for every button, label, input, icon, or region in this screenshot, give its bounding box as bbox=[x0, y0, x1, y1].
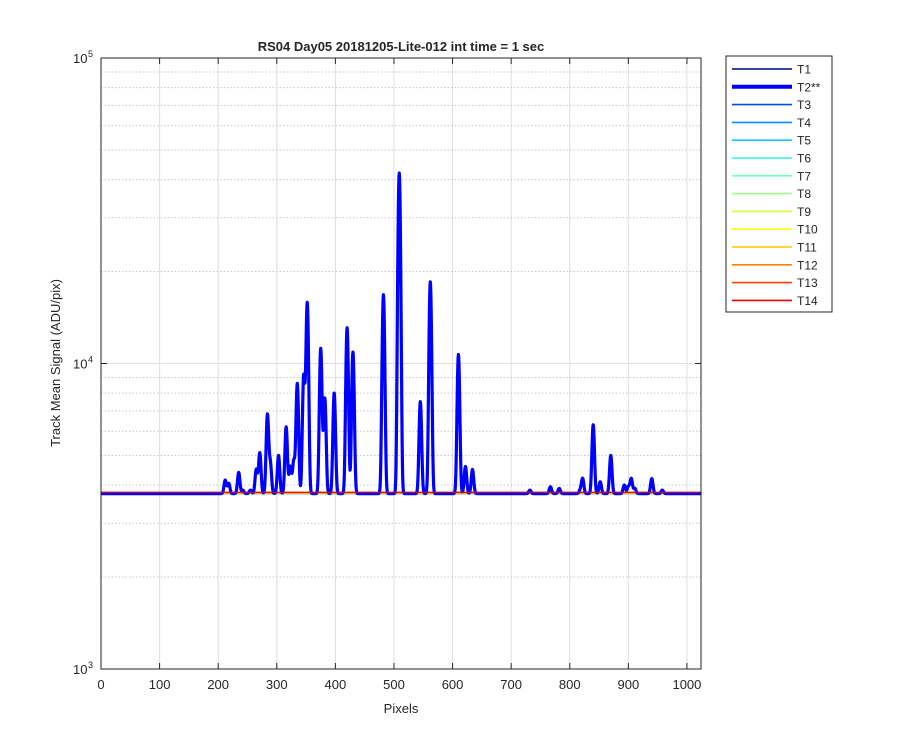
legend-label: T14 bbox=[797, 294, 818, 308]
legend-label: T10 bbox=[797, 223, 818, 237]
x-tick-label: 200 bbox=[207, 677, 229, 692]
legend-label: T2** bbox=[797, 80, 821, 94]
x-tick-label: 600 bbox=[442, 677, 464, 692]
x-axis-label: Pixels bbox=[384, 701, 419, 716]
x-tick-label: 700 bbox=[500, 677, 522, 692]
y-tick-label-exponent: 4 bbox=[88, 355, 93, 365]
y-tick-label-exponent: 3 bbox=[88, 660, 93, 670]
x-tick-label: 900 bbox=[617, 677, 639, 692]
legend-label: T4 bbox=[797, 116, 811, 130]
legend-label: T12 bbox=[797, 258, 818, 272]
legend-label: T7 bbox=[797, 169, 811, 183]
legend-label: T11 bbox=[797, 241, 817, 255]
x-axis: 0 100 200 300 400 500 600 700 800 900 1000 bbox=[97, 58, 701, 692]
x-tick-label: 1000 bbox=[672, 677, 701, 692]
x-tick-label: 0 bbox=[97, 677, 104, 692]
y-tick-label-base: 10 bbox=[73, 51, 87, 66]
y-axis-label: Track Mean Signal (ADU/pix) bbox=[48, 279, 63, 447]
chart-title: RS04 Day05 20181205-Lite-012 int time = … bbox=[258, 39, 545, 54]
x-tick-label: 300 bbox=[266, 677, 288, 692]
legend-box bbox=[725, 55, 833, 313]
y-tick-label-base: 10 bbox=[73, 357, 87, 372]
series-lines bbox=[99, 171, 703, 496]
legend-label: T6 bbox=[797, 152, 811, 166]
legend-label: T8 bbox=[797, 187, 811, 201]
y-tick-label-exponent: 5 bbox=[88, 49, 93, 59]
x-tick-label: 400 bbox=[325, 677, 347, 692]
y-tick-label-base: 10 bbox=[73, 662, 87, 677]
legend-label: T3 bbox=[797, 98, 811, 112]
legend-label: T9 bbox=[797, 205, 811, 219]
x-tick-label: 500 bbox=[383, 677, 405, 692]
legend-label: T1 bbox=[797, 63, 811, 77]
legend-label: T5 bbox=[797, 134, 811, 148]
x-tick-label: 800 bbox=[559, 677, 581, 692]
legend: T1 T2** T3 T4 T5 T6 T7 T8 T9 T10 T11 T12 T13 T14 bbox=[725, 55, 833, 313]
x-tick-label: 100 bbox=[149, 677, 171, 692]
series-line-highlighted bbox=[99, 171, 703, 496]
legend-label: T13 bbox=[797, 276, 818, 290]
